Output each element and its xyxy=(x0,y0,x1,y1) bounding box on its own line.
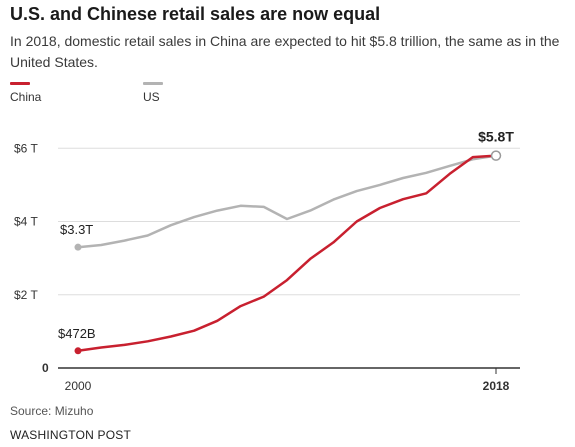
data-annotation: $3.3T xyxy=(60,222,93,237)
legend-label-china: China xyxy=(10,90,42,104)
grid-layer: 0 $2 T $4 T $6 T xyxy=(14,141,520,375)
publisher-credit: WASHINGTON POST xyxy=(10,428,132,442)
start-point-us xyxy=(74,243,82,251)
x-tick-label: 2000 xyxy=(65,379,92,393)
start-point-china xyxy=(74,347,82,355)
chart-subtitle: In 2018, domestic retail sales in China … xyxy=(10,33,560,70)
y-tick-label: 0 xyxy=(42,361,49,375)
end-point-marker xyxy=(490,150,502,161)
chart-title: U.S. and Chinese retail sales are now eq… xyxy=(10,4,381,24)
legend-item-china: China xyxy=(10,82,41,110)
legend-item-us: US xyxy=(143,82,163,110)
label-layer: 2000 2018 $472B $3.3T $5.8T xyxy=(58,129,514,393)
y-tick-label: $4 T xyxy=(14,215,38,229)
y-tick-label: $6 T xyxy=(14,141,38,155)
series-line-china xyxy=(76,154,498,353)
x-tick-label: 2018 xyxy=(483,379,510,393)
data-annotation: $5.8T xyxy=(478,129,514,145)
legend-swatch-us xyxy=(143,82,163,85)
data-annotation: $472B xyxy=(58,326,96,341)
y-tick-label: $2 T xyxy=(14,288,38,302)
legend-swatch-china xyxy=(10,82,30,85)
series-layer xyxy=(74,150,502,355)
series-line-us xyxy=(76,154,498,249)
source-note: Source: Mizuho xyxy=(10,404,94,418)
legend-label-us: US xyxy=(143,90,160,104)
